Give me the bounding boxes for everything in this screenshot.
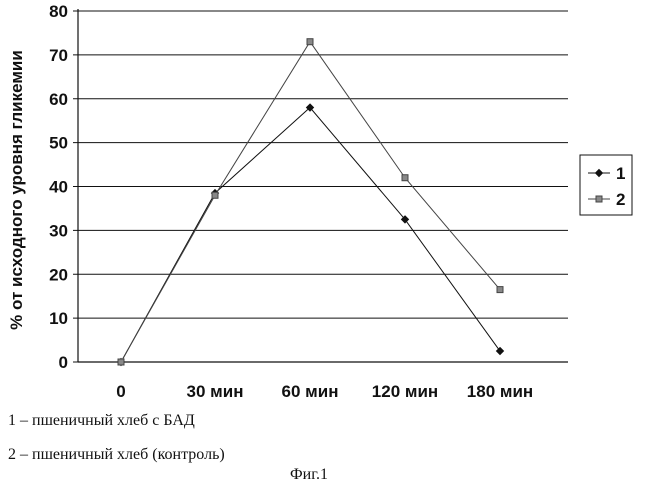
data-point xyxy=(496,286,504,294)
legend-box xyxy=(579,154,633,216)
series-1 xyxy=(116,103,505,367)
series-2 xyxy=(117,38,504,366)
y-tick-label: 80 xyxy=(49,2,68,21)
legend-marker xyxy=(595,195,603,203)
x-tick-label: 30 мин xyxy=(187,382,244,401)
x-tick-label: 120 мин xyxy=(372,382,438,401)
x-tick-label: 180 мин xyxy=(467,382,533,401)
series-line-1 xyxy=(120,106,501,363)
y-tick-label: 70 xyxy=(49,46,68,65)
y-tick-label: 0 xyxy=(59,353,68,372)
y-tick-label: 50 xyxy=(49,134,68,153)
axes xyxy=(73,9,568,363)
x-tick-label: 60 мин xyxy=(282,382,339,401)
series-group xyxy=(116,38,505,367)
y-tick-label: 10 xyxy=(49,309,68,328)
data-point xyxy=(305,103,315,112)
series-line-2 xyxy=(120,40,501,363)
y-tick-label: 20 xyxy=(49,265,68,284)
caption-series-1: 1 – пшеничный хлеб с БАД xyxy=(8,412,195,429)
figure-label: Фиг.1 xyxy=(290,466,328,483)
x-tick-label: 0 xyxy=(116,382,125,401)
y-tick-label: 60 xyxy=(49,90,68,109)
y-tick-labels: 0 10 20 30 40 50 60 70 80 xyxy=(49,2,68,372)
y-axis-label: % от исходного уровня гликемии xyxy=(7,50,26,330)
data-point xyxy=(401,174,409,182)
grid-lines xyxy=(78,10,568,319)
data-point xyxy=(306,38,314,46)
data-point xyxy=(495,346,505,356)
data-point xyxy=(117,358,125,366)
caption-series-2: 2 – пшеничный хлеб (контроль) xyxy=(8,446,225,463)
legend-label: 2 xyxy=(616,190,625,209)
y-tick-label: 40 xyxy=(49,178,68,197)
line-chart: 0 10 20 30 40 50 60 70 80 0 30 мин 60 мин 120 мин 18… xyxy=(7,2,633,401)
legend-marker xyxy=(594,168,604,178)
legend-label: 1 xyxy=(616,164,625,183)
x-tick-labels: 0 30 мин 60 мин 120 мин 180 мин xyxy=(116,382,533,401)
data-point xyxy=(400,215,410,224)
legend: 12 xyxy=(579,154,633,216)
y-tick-label: 30 xyxy=(49,221,68,240)
data-point xyxy=(211,191,219,199)
